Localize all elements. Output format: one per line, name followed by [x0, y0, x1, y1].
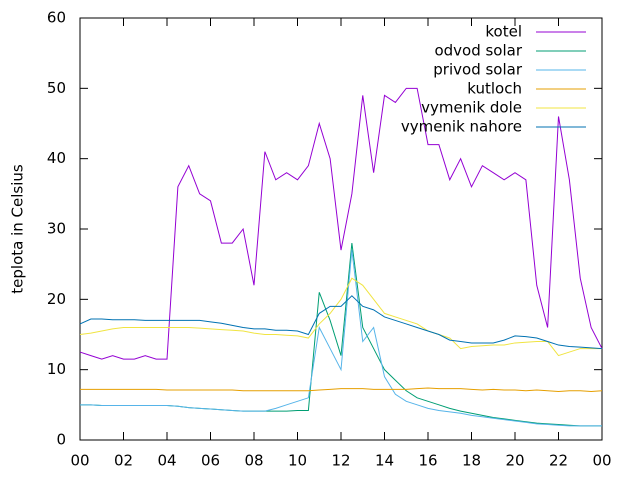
legend-label: kutloch [467, 80, 522, 98]
x-tick-label: 08 [244, 452, 263, 470]
series-line [79, 277, 602, 357]
y-tick-label: 60 [47, 9, 66, 27]
x-tick-label: 20 [505, 452, 524, 470]
y-axis-label: teplota in Celsius [9, 164, 27, 294]
y-tick-label: 0 [56, 431, 66, 449]
series-line [79, 87, 603, 360]
y-tick-label: 30 [47, 220, 66, 238]
legend-label: vymenik nahore [401, 118, 522, 136]
x-tick-label: 18 [462, 452, 481, 470]
legend-label: vymenik dole [421, 99, 522, 117]
y-tick-label: 20 [47, 290, 66, 308]
series-line [80, 387, 603, 392]
x-tick-label: 00 [70, 452, 89, 470]
x-tick-label: 04 [157, 452, 176, 470]
x-tick-label: 22 [549, 452, 568, 470]
series-line [79, 295, 603, 350]
x-tick-label: 14 [375, 452, 394, 470]
x-tick-label: 12 [331, 452, 350, 470]
x-tick-label: 16 [418, 452, 437, 470]
legend-label: privod solar [433, 61, 523, 79]
legend-label: odvod solar [434, 42, 522, 60]
y-tick-label: 50 [47, 79, 66, 97]
y-tick-label: 40 [47, 149, 66, 167]
series-line [80, 250, 602, 427]
legend-label: kotel [485, 23, 522, 41]
x-tick-label: 02 [114, 452, 133, 470]
x-tick-label: 06 [201, 452, 220, 470]
x-tick-label: 10 [288, 452, 307, 470]
y-tick-label: 10 [47, 360, 66, 378]
x-tick-label: 00 [592, 452, 611, 470]
